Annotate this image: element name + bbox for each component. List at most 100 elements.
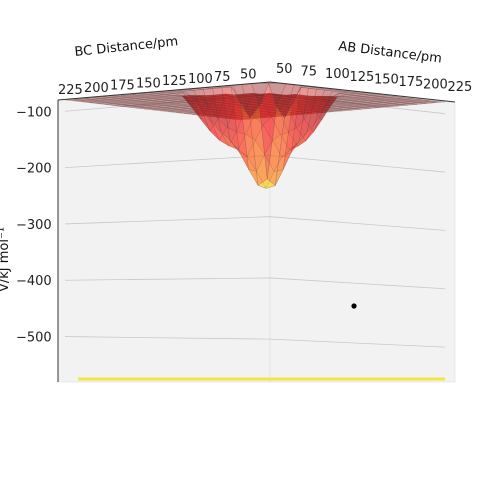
surface-cell (427, 100, 446, 104)
bc-tick-label: 100 (188, 72, 213, 87)
surface-cell (399, 103, 418, 106)
ab-axis-label: AB Distance/pm (338, 39, 443, 67)
surface-cell (185, 99, 204, 102)
surface-cell (289, 100, 307, 103)
surface-cell (271, 111, 290, 114)
surface-cell (244, 92, 263, 117)
surface-cell (253, 101, 271, 104)
surface-cell (253, 101, 272, 126)
surface-cell (350, 99, 369, 102)
surface-cell (242, 115, 261, 118)
surface-cell (244, 113, 262, 116)
surface-cell (90, 99, 108, 103)
surface-cell (264, 140, 283, 173)
surface-cell (249, 95, 268, 98)
surface-cell (248, 168, 267, 189)
surface-cell (347, 103, 366, 106)
surface-cell (181, 104, 200, 107)
surface-cell (336, 96, 354, 99)
surface-cell (284, 95, 302, 98)
surface-cell (297, 112, 315, 115)
surface-cell (298, 99, 317, 102)
surface-cell (208, 104, 226, 107)
surface-cell (262, 112, 281, 115)
top-axis-right (269, 81, 456, 103)
surface-cell (274, 107, 293, 111)
surface-cell (80, 100, 99, 103)
surface-cell (289, 111, 307, 114)
surface-cell (286, 93, 305, 129)
surface-cell (185, 110, 204, 114)
surface-cell (139, 103, 157, 106)
surface-cell (273, 109, 291, 112)
surface-cell (174, 92, 192, 108)
surface-cell (385, 99, 403, 102)
surface-cell (346, 104, 364, 107)
surface-cell (343, 108, 362, 111)
surface-cell (229, 110, 247, 113)
surface-cell (318, 95, 337, 99)
surface-cell (269, 93, 288, 112)
surface-cell (197, 106, 216, 109)
surface-cell (304, 107, 322, 133)
surface-cell (151, 99, 169, 102)
surface-cell (249, 106, 267, 110)
surface-cell (390, 104, 408, 107)
surface-cell (128, 94, 147, 98)
surface-cell (258, 106, 277, 109)
surface-cell (257, 178, 276, 189)
surface-cell (340, 90, 358, 94)
surface-cell (144, 96, 163, 99)
surface-cell (126, 98, 144, 101)
surface-cell (242, 104, 261, 107)
surface-cell (298, 110, 316, 113)
surface-cell (138, 94, 156, 97)
surface-cell (322, 102, 341, 105)
surface-cell (169, 109, 188, 112)
surface-cell (204, 109, 222, 112)
surface-cell (136, 107, 154, 110)
surface-cell (387, 96, 406, 99)
surface-cell (199, 104, 217, 108)
surface-cell (264, 99, 282, 102)
surface-mesh (64, 81, 446, 189)
ab-tick-label: 175 (399, 75, 424, 90)
surface-cell (326, 96, 345, 100)
surface-cell (329, 93, 347, 108)
surface-cell (306, 88, 325, 133)
surface-cell (201, 112, 219, 115)
surface-cell (356, 92, 374, 95)
surface-cell (186, 109, 205, 112)
surface-cell (220, 111, 238, 114)
surface-cell (367, 99, 386, 102)
surface-cell (257, 96, 276, 99)
surface-cell (281, 141, 300, 158)
surface-cell (250, 116, 269, 119)
surface-cell (297, 122, 316, 147)
surface-cell (217, 103, 236, 106)
surface-cell (328, 96, 346, 98)
surface-cell (287, 113, 306, 116)
surface-cell (100, 97, 119, 100)
surface-cell (64, 98, 83, 102)
surface-cell (299, 108, 318, 112)
surface-cell (318, 107, 336, 110)
surface-cell (193, 111, 211, 114)
surface-cell (305, 101, 323, 105)
surface-cell (129, 104, 148, 107)
surface-cell (418, 101, 436, 104)
surface-cell (246, 99, 265, 102)
grid-line-z (64, 93, 446, 115)
surface-cell (221, 109, 239, 112)
surface-cell (201, 110, 220, 141)
surface-cell (231, 86, 249, 170)
ab-tick-label: 225 (448, 80, 473, 95)
surface-cell (96, 102, 115, 105)
surface-cell (146, 95, 164, 98)
surface-cell (321, 103, 339, 106)
surface-cell (366, 101, 384, 104)
surface-cell (225, 115, 243, 118)
surface-cell (131, 102, 149, 105)
surface-cell (152, 108, 170, 112)
surface-cell (147, 93, 165, 96)
